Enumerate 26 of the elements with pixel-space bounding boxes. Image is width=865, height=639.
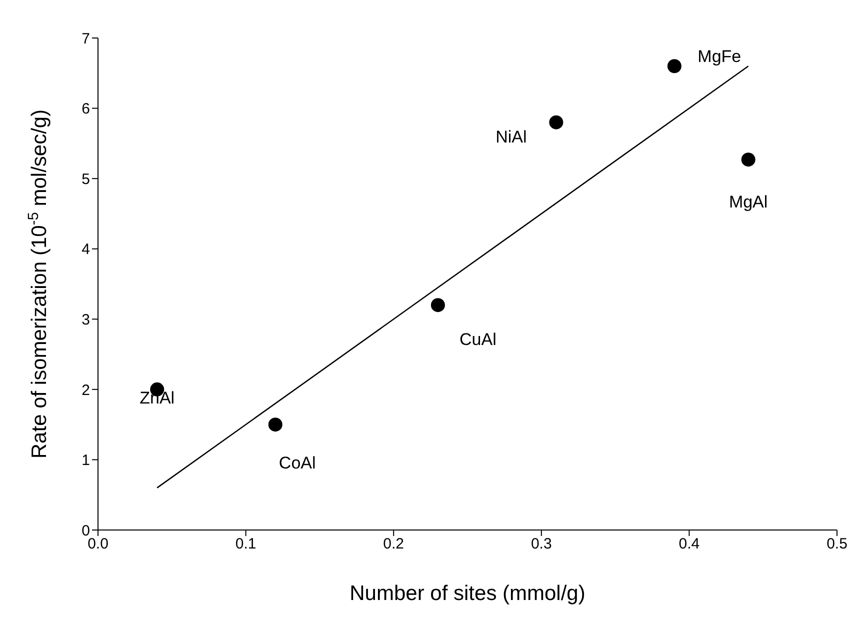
y-tick-label: 4 xyxy=(82,241,90,258)
y-tick-label: 2 xyxy=(82,382,90,399)
annotation: ZnAl xyxy=(140,388,175,408)
y-tick-label: 5 xyxy=(82,170,90,188)
annotation: NiAl xyxy=(496,127,527,146)
x-tick-label: 0.5 xyxy=(826,536,848,553)
annotation: MgFe xyxy=(698,47,742,66)
y-tick-label: 3 xyxy=(82,311,90,328)
x-tick-label: 0.1 xyxy=(235,536,256,553)
point xyxy=(430,298,445,312)
x-tick-label: 0.0 xyxy=(88,536,108,553)
point xyxy=(268,418,282,432)
x-axis-title: Number of sites (mmol/g) xyxy=(350,582,586,605)
point xyxy=(741,152,756,167)
y-tick-label: 0 xyxy=(82,522,90,540)
x-tick-label: 0.3 xyxy=(530,536,552,553)
annotation: CoAl xyxy=(278,454,316,473)
annotation: CuAl xyxy=(460,330,496,350)
x-tick-label: 0.4 xyxy=(678,536,700,553)
y-tick-label: 6 xyxy=(82,100,90,118)
y-tick-label: 1 xyxy=(82,452,90,470)
annotation: MgAl xyxy=(728,192,768,212)
point xyxy=(667,59,682,74)
x-tick-label: 0.2 xyxy=(383,536,404,553)
y-tick-label: 7 xyxy=(82,30,90,48)
point xyxy=(549,115,564,130)
